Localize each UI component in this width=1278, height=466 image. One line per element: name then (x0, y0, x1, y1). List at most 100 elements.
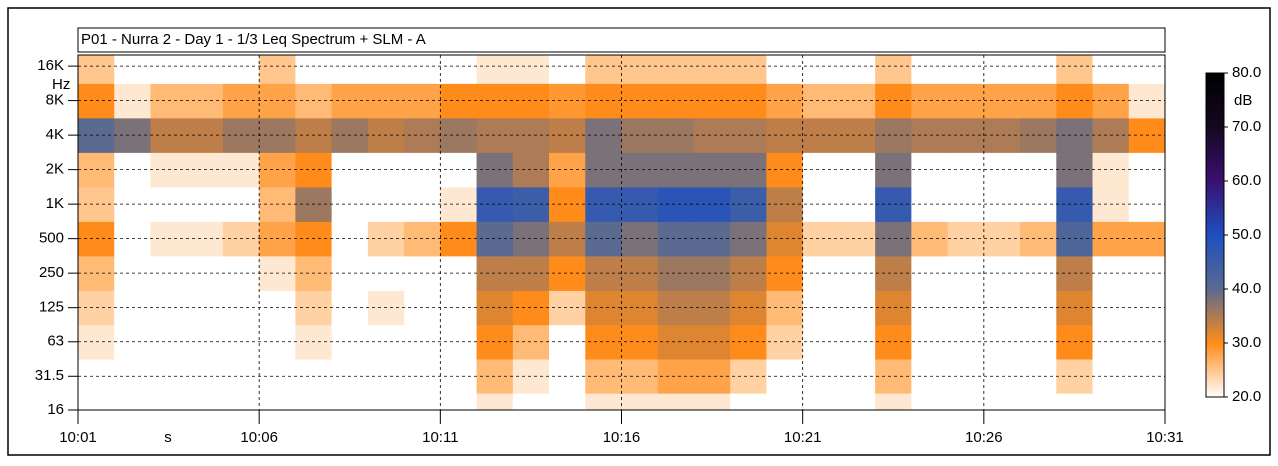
cell (585, 55, 622, 84)
cell (621, 117, 659, 153)
cell (1056, 55, 1094, 84)
cell (730, 393, 767, 410)
cell (875, 152, 912, 188)
cell (657, 324, 695, 360)
cell (549, 152, 586, 188)
cell (1020, 55, 1057, 84)
cell (875, 117, 912, 153)
cell (440, 55, 478, 84)
x-tick-label: 10:31 (1146, 429, 1184, 446)
cell (404, 393, 441, 410)
cell (911, 83, 949, 119)
x-tick-label: 10:21 (784, 429, 822, 446)
cell (114, 55, 151, 84)
cell (911, 186, 949, 222)
cell (730, 152, 767, 188)
chart-title: P01 - Nurra 2 - Day 1 - 1/3 Leq Spectrum… (81, 31, 426, 48)
cell (802, 359, 840, 394)
cell (730, 324, 767, 360)
cell (911, 117, 949, 153)
y-tick-label: 1K (46, 195, 64, 212)
cell (838, 255, 876, 291)
cell (585, 221, 622, 257)
cell (585, 83, 622, 119)
cell (621, 290, 659, 326)
cell (875, 255, 912, 291)
cell (78, 393, 115, 410)
cell (693, 393, 731, 410)
cell (585, 117, 622, 153)
colorbar-label: dB (1234, 92, 1252, 109)
x-tick-label: 10:16 (603, 429, 641, 446)
colorbar-tick-label: 60.0 (1232, 172, 1261, 189)
cell (875, 290, 912, 326)
cell (404, 55, 441, 84)
x-tick-label: 10:26 (965, 429, 1003, 446)
cell (911, 255, 949, 291)
cell (114, 393, 151, 410)
cell (766, 152, 804, 188)
colorbar: 20.0 30.0 40.0 50.0 60.0 70.0 80.0 (1205, 64, 1261, 405)
cell (693, 221, 731, 257)
cell (621, 55, 659, 84)
cell (585, 359, 622, 394)
cell (730, 186, 767, 222)
cell (621, 393, 659, 410)
cell (367, 55, 405, 84)
cell (766, 393, 804, 410)
cell (766, 55, 804, 84)
cell (150, 55, 188, 84)
colorbar-tick-label: 50.0 (1232, 226, 1261, 243)
y-tick-label: 63 (47, 333, 64, 350)
cell (1092, 55, 1130, 84)
y-tick-label: 125 (39, 299, 64, 316)
cell (367, 393, 405, 410)
cell (657, 221, 695, 257)
cell (983, 55, 1021, 84)
y-tick-label: 31.5 (35, 367, 64, 384)
cell (875, 393, 912, 410)
colorbar-tick-label: 20.0 (1232, 388, 1261, 405)
cell (838, 290, 876, 326)
cell (476, 55, 514, 84)
cell (549, 393, 586, 410)
cell (621, 255, 659, 291)
cell (693, 117, 731, 153)
x-tick-label: 10:11 (422, 429, 458, 446)
cell (549, 55, 586, 84)
cell (1092, 393, 1130, 410)
x-tick-label: 10:06 (240, 429, 278, 446)
cell (259, 393, 296, 410)
colorbar-scale (1205, 72, 1225, 398)
cell (802, 152, 840, 188)
cell (657, 83, 695, 119)
cell (440, 393, 478, 410)
cell (838, 186, 876, 222)
colorbar-tick-label: 80.0 (1232, 64, 1261, 81)
cell (875, 221, 912, 257)
cell (766, 221, 804, 257)
cell (693, 186, 731, 222)
cell (512, 393, 550, 410)
cell (802, 186, 840, 222)
cell (766, 290, 804, 326)
cell (1128, 55, 1165, 84)
y-tick-label: 16K (37, 57, 64, 74)
colorbar-tick-label: 30.0 (1232, 334, 1261, 351)
cell (838, 152, 876, 188)
cell (875, 83, 912, 119)
cell (875, 359, 912, 394)
cell (549, 324, 586, 360)
cell (476, 393, 514, 410)
cell (621, 186, 659, 222)
cell (222, 55, 260, 84)
cell (730, 255, 767, 291)
cell (1020, 393, 1057, 410)
cell (621, 221, 659, 257)
cell (657, 290, 695, 326)
cell (693, 255, 731, 291)
title-box (77, 27, 1166, 53)
cell (838, 55, 876, 84)
cell (911, 324, 949, 360)
